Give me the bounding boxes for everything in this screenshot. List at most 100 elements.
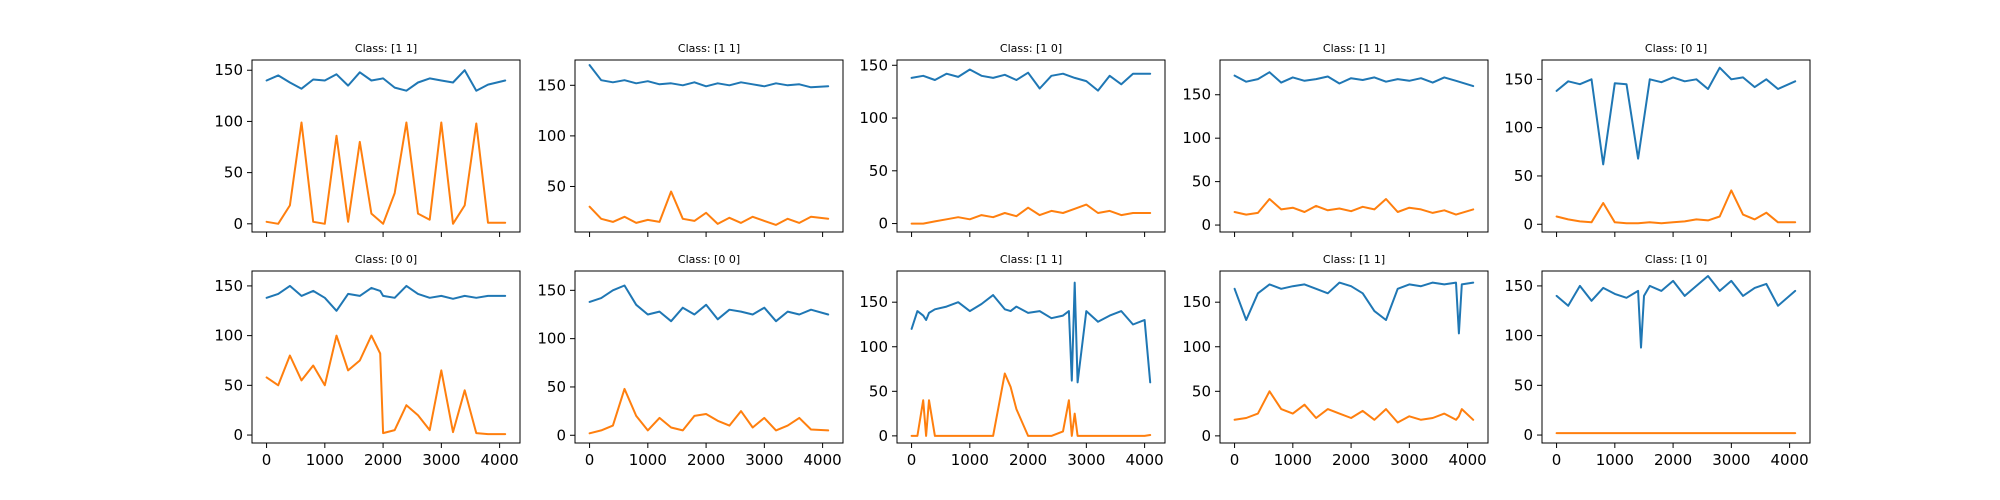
- axes-frame: [251, 59, 521, 233]
- subplot-title: Class: [1 1]: [1323, 253, 1385, 266]
- subplot-2: Class: [1 1] 50 100 150: [537, 42, 844, 237]
- x-tick-label: 0: [585, 451, 595, 469]
- y-tick-label: 100: [1182, 338, 1211, 356]
- y-tick-label: 100: [214, 327, 243, 345]
- series-1-line: [910, 68, 1152, 92]
- subplot-title: Class: [0 1]: [1645, 42, 1707, 55]
- axes-frame: [896, 270, 1166, 444]
- subplot-7: Class: [0 0] 0 50 100 150 0 1000 2000 3000 4000: [537, 253, 844, 469]
- y-tick-label: 100: [859, 109, 888, 127]
- series-2-line: [588, 190, 830, 226]
- subplot-title: Class: [1 0]: [1645, 253, 1707, 266]
- y-tick-label: 150: [859, 293, 888, 311]
- series-1-line: [1555, 66, 1797, 166]
- subplot-10: Class: [1 0] 0 50 100 150 0 1000 2000 3000 4000: [1504, 253, 1811, 469]
- y-tick-label: 0: [1201, 216, 1211, 234]
- axes-frame: [1219, 270, 1489, 444]
- subplot-9: Class: [1 1] 0 50 100 150 0 1000 2000 3000 4000: [1182, 253, 1489, 469]
- y-tick-label: 0: [878, 427, 888, 445]
- subplot-title: Class: [0 0]: [678, 253, 740, 266]
- subplot-title: Class: [1 1]: [1323, 42, 1385, 55]
- x-tick-label: 4000: [1449, 451, 1487, 469]
- x-tick-label: 3000: [1067, 451, 1105, 469]
- x-tick-label: 1000: [629, 451, 667, 469]
- y-tick-label: 50: [869, 382, 888, 400]
- y-tick-label: 0: [1523, 426, 1533, 444]
- series-2-line: [1555, 189, 1797, 225]
- x-tick-label: 1000: [1274, 451, 1312, 469]
- x-tick-label: 0: [1552, 451, 1562, 469]
- y-tick-label: 0: [878, 215, 888, 233]
- x-tick-label: 0: [907, 451, 917, 469]
- axes-frame: [574, 270, 844, 444]
- y-tick-label: 50: [869, 162, 888, 180]
- series-1-line: [1233, 281, 1475, 335]
- y-tick-label: 100: [1504, 327, 1533, 345]
- subplot-title: Class: [1 0]: [1000, 42, 1062, 55]
- subplot-title: Class: [1 1]: [1000, 253, 1062, 266]
- y-tick-label: 150: [214, 61, 243, 79]
- x-tick-label: 3000: [1712, 451, 1750, 469]
- series-1-line: [1233, 71, 1475, 88]
- series-2-line: [588, 387, 830, 435]
- x-tick-label: 2000: [364, 451, 402, 469]
- y-tick-label: 50: [1514, 376, 1533, 394]
- series-2-line: [1233, 198, 1475, 216]
- y-tick-label: 150: [859, 56, 888, 74]
- series-1-line: [1555, 275, 1797, 349]
- series-2-line: [910, 203, 1152, 225]
- y-tick-label: 150: [1504, 70, 1533, 88]
- x-tick-label: 2000: [1332, 451, 1370, 469]
- x-tick-label: 1000: [1596, 451, 1634, 469]
- axes-frame: [574, 59, 844, 233]
- x-tick-label: 1000: [306, 451, 344, 469]
- y-tick-label: 150: [537, 281, 566, 299]
- y-tick-label: 50: [1192, 173, 1211, 191]
- subplot-title: Class: [1 1]: [355, 42, 417, 55]
- y-tick-label: 150: [214, 277, 243, 295]
- y-tick-label: 150: [537, 76, 566, 94]
- series-1-line: [910, 281, 1152, 384]
- y-tick-label: 150: [1182, 86, 1211, 104]
- y-tick-label: 50: [1514, 167, 1533, 185]
- x-tick-label: 4000: [1126, 451, 1164, 469]
- y-tick-label: 0: [1201, 427, 1211, 445]
- y-tick-label: 100: [1182, 129, 1211, 147]
- x-tick-label: 4000: [804, 451, 842, 469]
- axes-frame: [1219, 59, 1489, 233]
- x-tick-label: 2000: [1654, 451, 1692, 469]
- y-tick-label: 0: [233, 215, 243, 233]
- y-tick-label: 50: [547, 177, 566, 195]
- series-2-line: [910, 372, 1152, 437]
- y-tick-label: 0: [1523, 215, 1533, 233]
- series-2-line: [265, 121, 507, 225]
- x-tick-label: 4000: [1771, 451, 1809, 469]
- subplot-title: Class: [0 0]: [355, 253, 417, 266]
- subplot-title: Class: [1 1]: [678, 42, 740, 55]
- x-tick-label: 2000: [687, 451, 725, 469]
- x-tick-label: 3000: [745, 451, 783, 469]
- subplot-1: Class: [1 1] 0 50 100 150: [214, 42, 521, 237]
- x-tick-label: 0: [262, 451, 272, 469]
- x-tick-label: 1000: [951, 451, 989, 469]
- series-1-line: [588, 284, 830, 323]
- axes-frame: [1541, 59, 1811, 233]
- x-tick-label: 3000: [1390, 451, 1428, 469]
- subplot-8: Class: [1 1] 0 50 100 150 0 1000 2000 3000 4000: [859, 253, 1166, 469]
- subplot-4: Class: [1 1] 0 50 100 150: [1182, 42, 1489, 237]
- subplot-3: Class: [1 0] 0 50 100 150: [859, 42, 1166, 237]
- x-tick-label: 2000: [1009, 451, 1047, 469]
- y-tick-label: 100: [859, 338, 888, 356]
- y-tick-label: 0: [556, 426, 566, 444]
- y-tick-label: 150: [1504, 277, 1533, 295]
- series-1-line: [588, 64, 830, 89]
- series-2-line: [265, 334, 507, 436]
- y-tick-label: 100: [537, 127, 566, 145]
- x-tick-label: 4000: [481, 451, 519, 469]
- y-tick-label: 100: [537, 330, 566, 348]
- y-tick-label: 100: [1504, 119, 1533, 137]
- subplot-5: Class: [0 1] 0 50 100 150: [1504, 42, 1811, 237]
- series-1-line: [265, 284, 507, 312]
- axes-frame: [1541, 270, 1811, 444]
